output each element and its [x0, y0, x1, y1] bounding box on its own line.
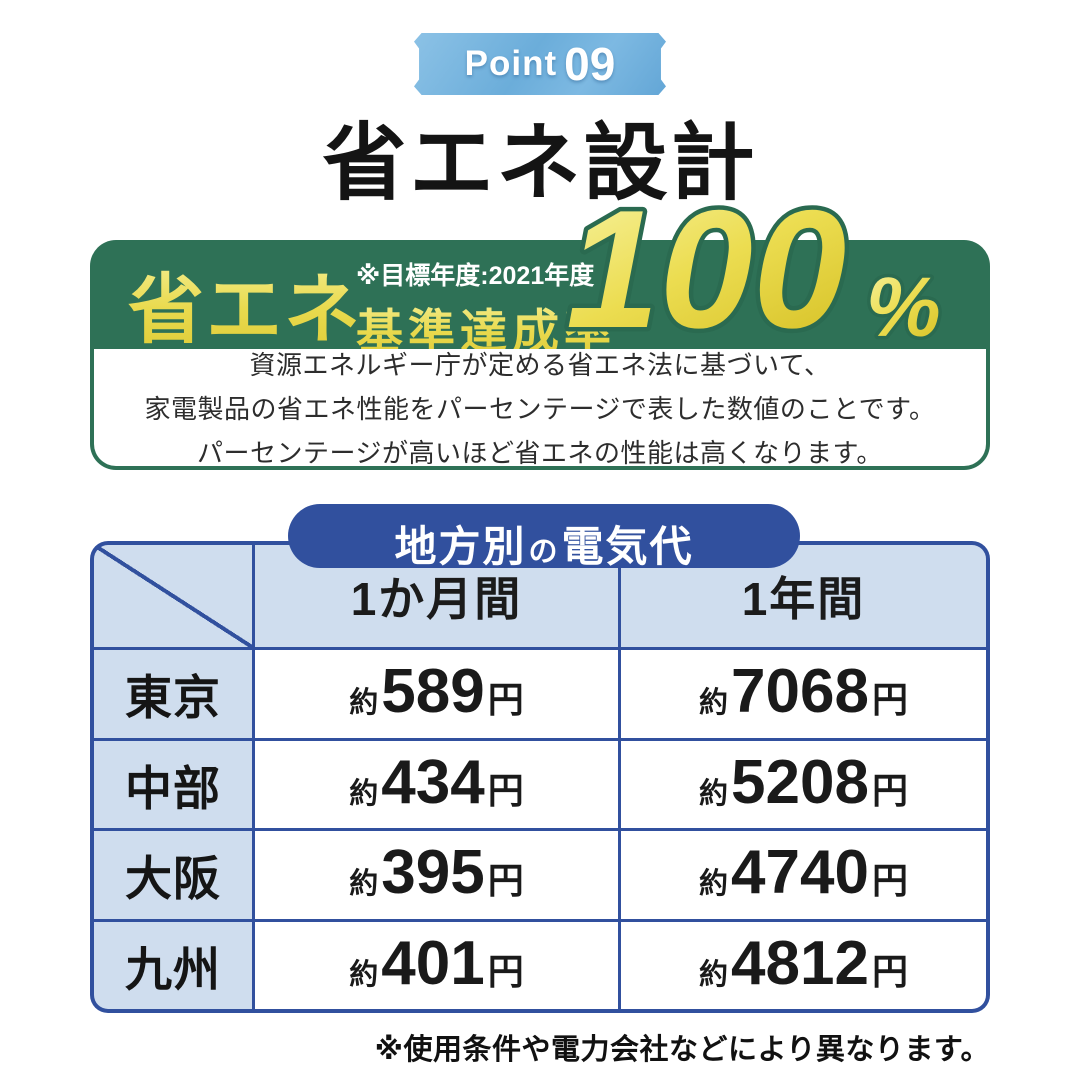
value-prefix: 約 — [699, 958, 729, 991]
point-badge-word: Point — [464, 44, 558, 83]
value-tokyo-month: 約 589 円 — [255, 650, 618, 738]
table-corner-diagonal-cell — [94, 545, 252, 647]
electricity-cost-table: 1か月間 1年間 東京 約 589 円 約 7068 円 中部 約 434 円 … — [90, 541, 990, 1013]
page-title: 省エネ設計 — [322, 116, 758, 210]
point-badge: Point 09 — [414, 33, 666, 95]
value-osaka-year: 約 4740 円 — [621, 831, 986, 919]
value-number: 7068 — [731, 657, 869, 726]
value-osaka-month: 約 395 円 — [255, 831, 618, 919]
target-year-note: ※目標年度:2021年度 — [356, 262, 595, 290]
table-title-part2: 電気代 — [561, 523, 694, 570]
value-prefix: 約 — [349, 868, 379, 900]
value-unit: 円 — [871, 679, 908, 720]
value-chubu-year: 約 5208 円 — [621, 740, 986, 828]
description-line: 資源エネルギー庁が定める省エネ法に基づいて、 — [249, 350, 831, 380]
value-prefix: 約 — [349, 687, 379, 719]
achievement-100-percent: 100 % — [562, 171, 945, 368]
value-chubu-month: 約 434 円 — [255, 740, 618, 828]
value-unit: 円 — [487, 860, 524, 901]
achievement-banner: 省エネ ※目標年度:2021年度 基準達成率 100 % — [90, 171, 990, 368]
table-title-part1: 地方別 — [394, 523, 527, 570]
region-cell-chubu: 中部 — [94, 740, 252, 828]
value-prefix: 約 — [699, 777, 729, 810]
value-kyushu-year: 約 4812 円 — [621, 921, 986, 1009]
value-number: 4812 — [731, 928, 869, 998]
value-number: 4740 — [731, 838, 869, 907]
value-unit: 円 — [871, 950, 908, 992]
value-unit: 円 — [487, 769, 524, 811]
value-number: 401 — [381, 928, 485, 998]
description-box: 資源エネルギー庁が定める省エネ法に基づいて、 家電製品の省エネ性能をパーセンテー… — [94, 349, 986, 468]
table-title-pill: 地方別 の 電気代 — [288, 504, 800, 570]
value-prefix: 約 — [699, 868, 729, 900]
value-unit: 円 — [871, 860, 908, 901]
region-cell-tokyo: 東京 — [94, 650, 252, 738]
value-number: 5208 — [731, 747, 869, 817]
value-kyushu-month: 約 401 円 — [255, 921, 618, 1009]
value-prefix: 約 — [349, 777, 379, 810]
value-number: 434 — [381, 747, 485, 817]
value-prefix: 約 — [349, 958, 379, 991]
achievement-unit: % — [866, 260, 941, 354]
energy-achievement-card: 省エネ ※目標年度:2021年度 基準達成率 100 % 資源エネルギー庁が定め… — [90, 171, 990, 470]
value-number: 395 — [381, 838, 485, 907]
description-line: 家電製品の省エネ性能をパーセンテージで表した数値のことです。 — [144, 394, 936, 424]
description-line: パーセンテージが高いほど省エネの性能は高くなります。 — [197, 438, 883, 468]
value-number: 589 — [381, 657, 485, 726]
table-title-particle: の — [528, 536, 560, 568]
value-tokyo-year: 約 7068 円 — [621, 650, 986, 738]
value-unit: 円 — [487, 679, 524, 720]
region-cell-kyushu: 九州 — [94, 921, 252, 1009]
point-badge-number: 09 — [564, 38, 616, 90]
value-unit: 円 — [871, 769, 908, 811]
achievement-value: 100 — [566, 175, 846, 363]
value-prefix: 約 — [699, 687, 729, 719]
footnote: ※使用条件や電力会社などにより異なります。 — [374, 1034, 990, 1066]
region-cell-osaka: 大阪 — [94, 831, 252, 919]
value-unit: 円 — [487, 950, 524, 992]
banner-headline: 省エネ — [128, 248, 362, 358]
